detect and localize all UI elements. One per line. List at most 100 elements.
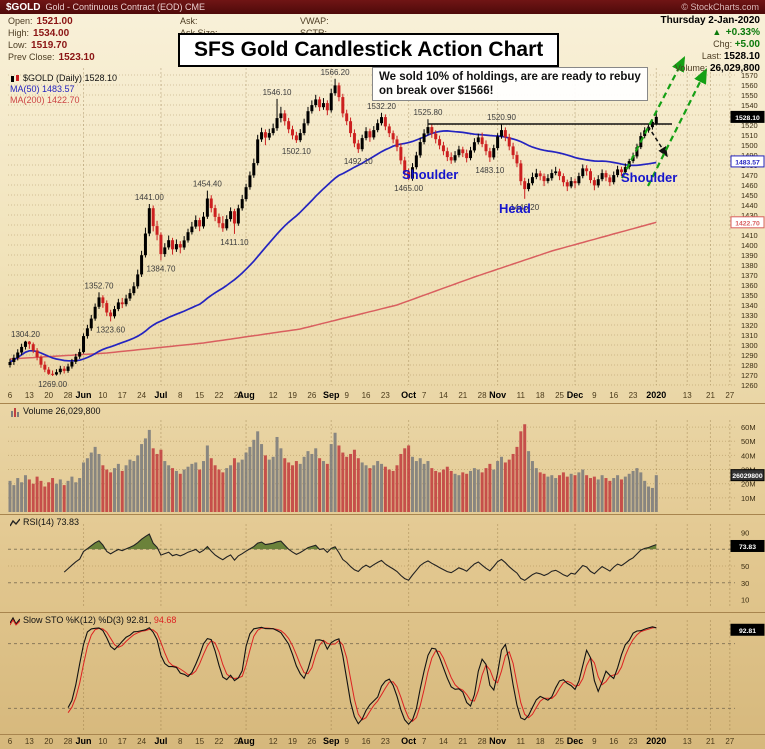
volume-bar [368, 468, 372, 512]
candle-body [438, 139, 442, 146]
pivot-price-label: 1384.70 [146, 264, 175, 273]
candle-body [291, 129, 295, 136]
candle-body [23, 341, 27, 347]
candle-body [271, 128, 275, 134]
volume-bar [39, 480, 43, 512]
quote-low-row: Low: 1519.70 [8, 40, 95, 52]
x-axis-label: 24 [137, 737, 146, 746]
prev-close-label: Prev Close: [8, 52, 55, 62]
x-axis-label: 21 [706, 391, 715, 400]
candle-body [534, 173, 538, 178]
candle-body [403, 160, 407, 173]
volume-bar [647, 486, 651, 512]
candle-body [356, 143, 360, 150]
volume-bar [232, 458, 236, 512]
volume-bar [449, 470, 453, 512]
volume-bar [279, 448, 283, 512]
volume-bar [198, 469, 202, 512]
y-axis-label: 1500 [741, 141, 758, 150]
x-axis-label: 26 [307, 391, 316, 400]
x-axis-label: 29 [234, 737, 243, 746]
volume-bar [23, 475, 27, 512]
y-axis-label: 1300 [741, 341, 758, 350]
rsi-current-text: 73.83 [739, 544, 756, 551]
volume-legend: Volume 26,029,800 [10, 406, 101, 417]
candles-layer [8, 78, 658, 376]
candle-body [376, 123, 380, 131]
candle-body [217, 216, 221, 224]
pivot-price-label: 1502.10 [282, 147, 311, 156]
sto-d-value: 94.68 [153, 615, 177, 625]
candle-body [155, 226, 159, 235]
candle-body [163, 247, 167, 255]
volume-bar [445, 466, 449, 512]
candle-body [205, 198, 209, 217]
volume-bar [302, 456, 306, 512]
volume-bar [318, 458, 322, 512]
candle-body [496, 136, 500, 149]
candle-body [302, 123, 306, 134]
candle-body [20, 346, 24, 353]
x-axis-label: 13 [683, 737, 692, 746]
volume-bar [8, 480, 12, 512]
volume-bar [492, 469, 496, 512]
candle-body [97, 297, 101, 307]
x-axis-label: 20 [44, 391, 53, 400]
volume-bar [558, 475, 562, 512]
volume-bar [349, 453, 353, 512]
volume-bar [325, 463, 329, 512]
pivot-price-label: 1323.60 [96, 325, 125, 334]
candle-body [407, 172, 411, 179]
y-axis-label: 1340 [741, 301, 758, 310]
candle-body [380, 117, 384, 124]
candle-body [252, 163, 256, 176]
ma200-value-text: 1422.70 [735, 220, 760, 227]
candle-body [229, 211, 233, 220]
volume-bar [213, 465, 217, 512]
volume-bar [221, 472, 225, 512]
volume-bar [314, 448, 318, 512]
candle-body [263, 132, 267, 138]
candle-body [198, 220, 202, 227]
candle-body [600, 173, 604, 180]
price-legend: $GOLD (Daily) 1528.10 MA(50) 1483.57 MA(… [10, 73, 117, 106]
pct-change-value: +0.33% [725, 27, 760, 38]
candle-body [449, 157, 453, 161]
volume-bar [372, 465, 376, 512]
candle-body [167, 240, 171, 248]
x-axis-label: Aug [237, 390, 255, 400]
volume-bar [298, 463, 302, 512]
y-axis-label: 1540 [741, 101, 758, 110]
ma50-value-box [730, 155, 765, 168]
volume-bar [356, 458, 360, 512]
x-axis-label: 8 [178, 391, 183, 400]
pivot-price-label: 1566.20 [321, 68, 350, 77]
volume-bar [136, 455, 140, 512]
candle-body [213, 208, 217, 217]
volume-axis-label: 10M [741, 494, 756, 503]
volume-current-box [730, 469, 765, 482]
up-arrow-icon: ▲ [712, 27, 722, 37]
volume-bar [639, 472, 643, 512]
candle-body [174, 244, 178, 250]
x-axis-label: 14 [439, 391, 448, 400]
candle-body [232, 211, 236, 224]
candle-body [345, 113, 349, 122]
candle-body [109, 312, 113, 317]
volume-current-text: 26029800 [732, 473, 762, 480]
vwap-label: VWAP: [300, 16, 329, 26]
x-axis-label: 11 [517, 737, 526, 746]
volume-bar [310, 453, 314, 512]
candle-body [244, 187, 248, 200]
last-price-text: 1528.10 [735, 115, 760, 122]
candle-body [422, 133, 426, 143]
y-axis-label: 1510 [741, 131, 758, 140]
candle-body [519, 163, 523, 182]
volume-bar [608, 480, 612, 512]
candle-body [619, 169, 623, 173]
volume-bar [530, 461, 534, 512]
candle-body [480, 137, 484, 145]
open-value: 1521.00 [36, 16, 73, 27]
volume-bar [217, 469, 221, 512]
volume-bar [294, 461, 298, 512]
